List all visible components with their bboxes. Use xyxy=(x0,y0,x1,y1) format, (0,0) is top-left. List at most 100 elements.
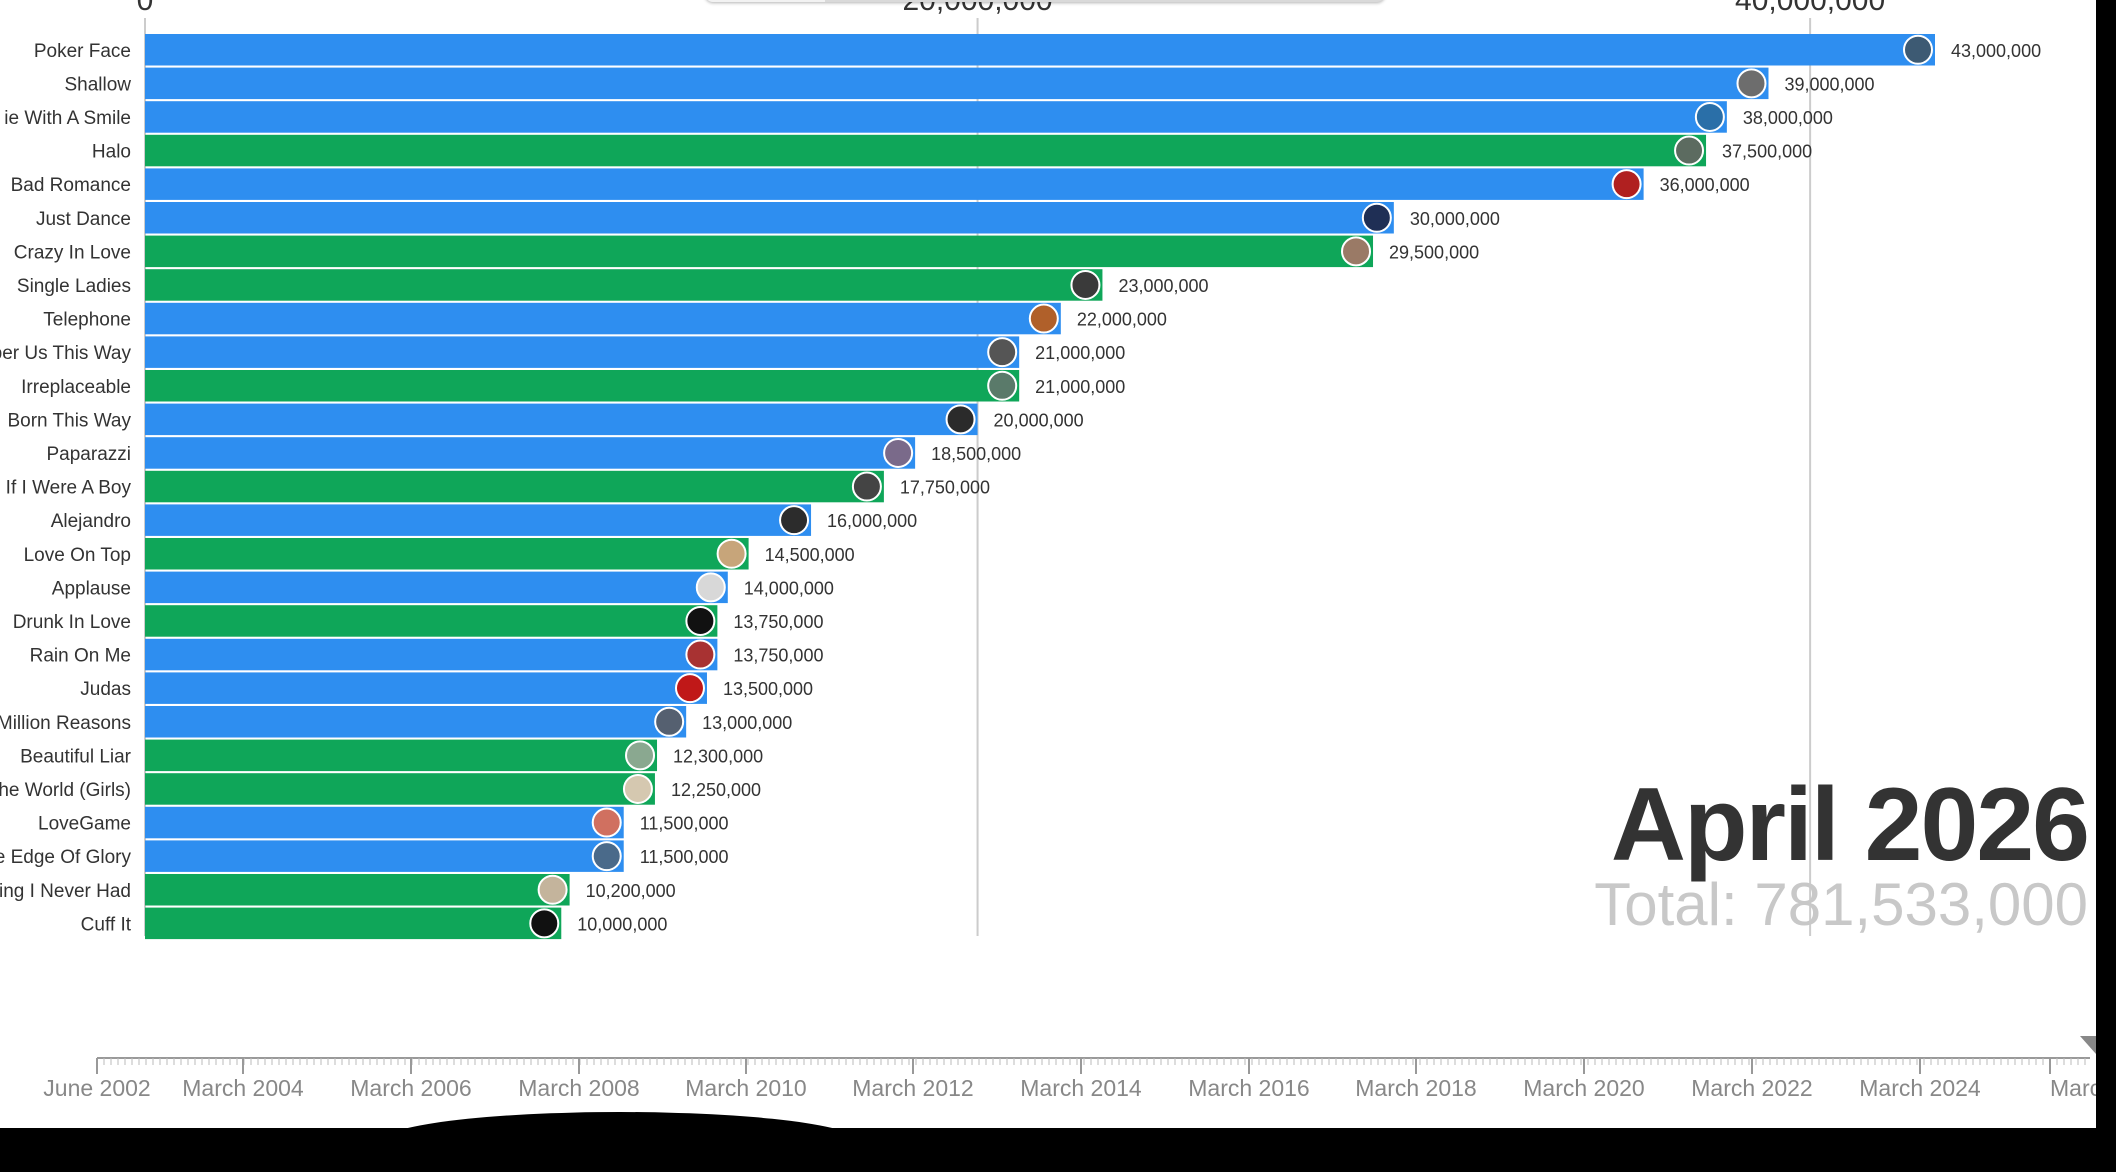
playback-control-handle[interactable] xyxy=(705,0,825,2)
x-tick-label: 20,000,000 xyxy=(902,0,1052,17)
artist-avatar xyxy=(1674,135,1705,166)
bar xyxy=(145,672,707,704)
value-label: 18,500,000 xyxy=(931,444,1021,464)
value-label: 21,000,000 xyxy=(1035,377,1125,397)
period-label: April 2026 xyxy=(1610,767,2090,883)
bar xyxy=(145,403,978,436)
value-label: 39,000,000 xyxy=(1784,74,1874,94)
category-label: Rain On Me xyxy=(30,646,131,667)
artist-avatar xyxy=(945,404,976,435)
bar xyxy=(145,504,812,536)
bar xyxy=(145,806,624,839)
timeline-label: March 2024 xyxy=(1859,1075,1981,1101)
value-label: 16,000,000 xyxy=(827,511,917,531)
artist-avatar xyxy=(674,673,705,704)
bar xyxy=(145,370,1020,402)
category-label: he World (Girls) xyxy=(0,780,131,801)
bar-chart-race-panel: 0 20,000,000 40,000,000 Poker Face 43,000,0… xyxy=(0,0,2096,1128)
artist-avatar xyxy=(1694,101,1725,132)
x-tick-label: 40,000,000 xyxy=(1735,0,1885,17)
timeline-label: March 2016 xyxy=(1188,1075,1309,1101)
artist-avatar xyxy=(1903,34,1933,65)
value-label: 12,300,000 xyxy=(673,746,763,766)
value-label: 11,500,000 xyxy=(640,847,729,867)
value-label: 13,750,000 xyxy=(733,646,823,666)
bar xyxy=(145,101,1727,133)
timeline-label: March 2020 xyxy=(1523,1075,1644,1101)
category-label: Judas xyxy=(80,679,131,700)
value-label: 10,200,000 xyxy=(586,881,676,901)
artist-avatar xyxy=(625,740,656,771)
artist-avatar xyxy=(654,706,685,737)
timeline-playhead[interactable] xyxy=(2080,1036,2096,1054)
value-label: 12,250,000 xyxy=(671,780,761,800)
artist-avatar xyxy=(591,841,622,872)
category-label: Beautiful Liar xyxy=(20,746,132,767)
artist-avatar xyxy=(987,337,1018,368)
category-label: e Edge Of Glory xyxy=(0,847,131,868)
bar xyxy=(145,202,1394,234)
bar-chart: 0 20,000,000 40,000,000 Poker Face 43,000,0… xyxy=(0,0,2096,1101)
bars: Poker Face 43,000,000 Shallow 39,000,000 ie … xyxy=(0,34,2041,940)
category-label: Drunk In Love xyxy=(13,612,131,633)
artist-avatar xyxy=(591,807,622,838)
category-label: Irreplaceable xyxy=(21,377,131,398)
artist-avatar xyxy=(695,572,726,603)
artist-avatar xyxy=(622,773,653,804)
category-label: Applause xyxy=(52,578,131,599)
bar xyxy=(145,134,1707,167)
artist-avatar xyxy=(1341,236,1372,267)
value-label: 14,000,000 xyxy=(744,578,834,598)
category-label: Alejandro xyxy=(51,511,131,532)
category-label: Single Ladies xyxy=(17,276,131,297)
bar xyxy=(145,538,749,570)
bar xyxy=(145,773,655,805)
value-label: 13,500,000 xyxy=(723,679,813,699)
total-label: Total: 781,533,000 xyxy=(1594,871,2088,938)
category-label: Million Reasons xyxy=(0,713,131,734)
artist-avatar xyxy=(987,370,1018,401)
value-label: 13,750,000 xyxy=(733,612,823,632)
category-label: Love On Top xyxy=(24,545,131,566)
artist-avatar xyxy=(1361,202,1392,233)
playback-control-bar[interactable] xyxy=(705,0,1385,2)
artist-avatar xyxy=(883,437,914,468)
value-label: 20,000,000 xyxy=(994,410,1084,430)
artist-avatar xyxy=(716,538,747,569)
value-label: 22,000,000 xyxy=(1077,310,1167,330)
value-label: 29,500,000 xyxy=(1389,242,1479,262)
timeline-label: March 2022 xyxy=(1691,1075,1812,1101)
category-label: Just Dance xyxy=(36,209,131,230)
bar xyxy=(145,706,687,738)
bar xyxy=(145,874,570,906)
category-label: ing I Never Had xyxy=(0,881,131,902)
value-label: 36,000,000 xyxy=(1660,175,1750,195)
bar xyxy=(145,269,1103,301)
timeline-axis[interactable]: June 2002 March 2004 March 2006 March 2008 M… xyxy=(43,1036,2096,1101)
artist-avatar xyxy=(529,908,560,939)
artist-avatar xyxy=(1028,303,1059,334)
category-label: Halo xyxy=(92,142,131,163)
category-label: per Us This Way xyxy=(0,343,131,364)
category-label: Crazy In Love xyxy=(14,242,131,263)
x-tick-label: 0 xyxy=(137,0,154,17)
value-label: 10,000,000 xyxy=(577,914,667,934)
category-label: Poker Face xyxy=(34,41,131,62)
category-label: Cuff It xyxy=(81,914,132,935)
category-label: Paparazzi xyxy=(47,444,132,465)
bar xyxy=(145,235,1374,268)
value-label: 17,750,000 xyxy=(900,478,990,498)
category-label: Telephone xyxy=(43,310,131,331)
value-label: 13,000,000 xyxy=(702,713,792,733)
artist-avatar xyxy=(1611,169,1642,200)
bar xyxy=(145,638,718,671)
value-label: 11,500,000 xyxy=(640,814,729,834)
bar xyxy=(145,907,562,940)
category-label: ie With A Smile xyxy=(4,108,131,129)
artist-avatar xyxy=(537,874,568,905)
artist-avatar xyxy=(1736,68,1767,99)
artist-avatar xyxy=(685,605,716,636)
timeline-label: June 2002 xyxy=(43,1075,150,1101)
overlay-shape xyxy=(380,1112,860,1172)
value-label: 21,000,000 xyxy=(1035,343,1125,363)
